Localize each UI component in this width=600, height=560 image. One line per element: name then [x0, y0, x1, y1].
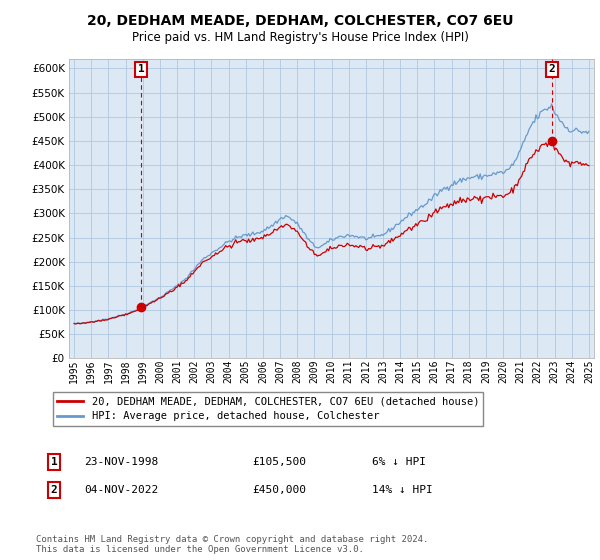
Text: 23-NOV-1998: 23-NOV-1998 [84, 457, 158, 467]
Text: 2: 2 [548, 64, 556, 74]
Text: Price paid vs. HM Land Registry's House Price Index (HPI): Price paid vs. HM Land Registry's House … [131, 31, 469, 44]
Legend: 20, DEDHAM MEADE, DEDHAM, COLCHESTER, CO7 6EU (detached house), HPI: Average pri: 20, DEDHAM MEADE, DEDHAM, COLCHESTER, CO… [53, 392, 484, 426]
Text: 1: 1 [137, 64, 145, 74]
Text: £450,000: £450,000 [252, 485, 306, 495]
Text: 2: 2 [50, 485, 58, 495]
Text: 20, DEDHAM MEADE, DEDHAM, COLCHESTER, CO7 6EU: 20, DEDHAM MEADE, DEDHAM, COLCHESTER, CO… [87, 14, 513, 28]
Text: 6% ↓ HPI: 6% ↓ HPI [372, 457, 426, 467]
Text: 04-NOV-2022: 04-NOV-2022 [84, 485, 158, 495]
Text: 1: 1 [50, 457, 58, 467]
Text: Contains HM Land Registry data © Crown copyright and database right 2024.
This d: Contains HM Land Registry data © Crown c… [36, 535, 428, 554]
Text: £105,500: £105,500 [252, 457, 306, 467]
Text: 14% ↓ HPI: 14% ↓ HPI [372, 485, 433, 495]
